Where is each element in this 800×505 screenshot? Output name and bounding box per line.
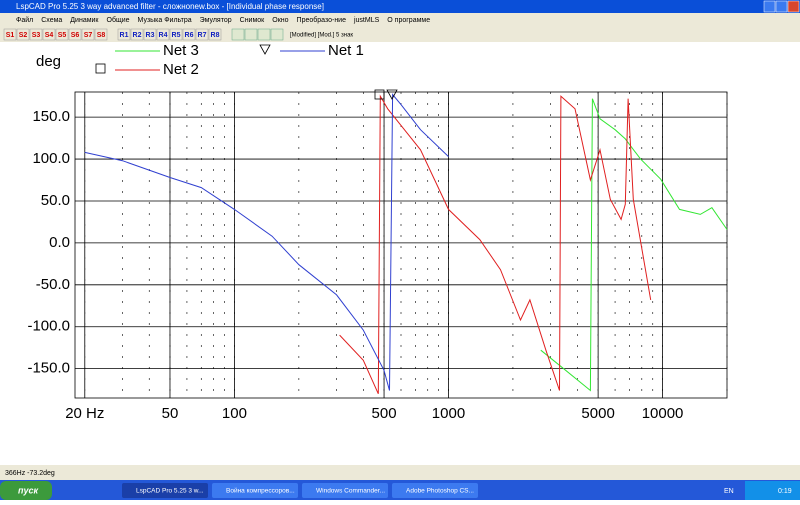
cursor-square	[374, 89, 385, 100]
taskbar-item[interactable]	[122, 483, 208, 498]
legend-label: Net 3	[163, 42, 199, 59]
x-tick-label: 100	[222, 405, 247, 422]
toolbar-button[interactable]	[208, 28, 222, 41]
taskbar-label: Windows Commander...	[316, 488, 385, 495]
button-label: R4	[159, 32, 168, 39]
status-bar	[0, 465, 800, 480]
taskbar-label: Война компрессоров...	[226, 487, 295, 495]
tool-icon[interactable]	[244, 28, 258, 41]
button-label: S1	[6, 32, 15, 39]
y-tick-label: 0.0	[49, 234, 70, 251]
y-tick-label: -50.0	[36, 276, 70, 293]
menu-item[interactable]: Преобразо-ние	[297, 16, 347, 24]
status-field: [Modified] [Mod.] 5 знак	[290, 33, 353, 39]
button-label: S7	[84, 32, 93, 39]
taskbar-item[interactable]	[212, 483, 298, 498]
x-tick-label: 50	[162, 405, 179, 422]
y-tick-label: 150.0	[32, 108, 70, 125]
x-tick-label: 20 Hz	[65, 405, 104, 422]
menu-item[interactable]: Общие	[107, 16, 130, 24]
menu-bar	[0, 13, 800, 27]
toolbar-button[interactable]	[29, 28, 43, 41]
toolbar-button[interactable]	[3, 28, 17, 41]
toolbar-button[interactable]	[42, 28, 56, 41]
start-label: пуск	[18, 485, 39, 495]
toolbar-button[interactable]	[16, 28, 30, 41]
button-label: R7	[198, 32, 207, 39]
cursor-triangle	[386, 89, 398, 100]
menu-item[interactable]: Снимок	[240, 17, 266, 24]
taskbar-item[interactable]	[392, 483, 478, 498]
y-tick-label: -100.0	[27, 318, 70, 335]
toolbar-button[interactable]	[182, 28, 196, 41]
legend-label: Net 1	[328, 42, 364, 59]
x-tick-label: 1000	[432, 405, 465, 422]
menu-item[interactable]: Файл	[16, 16, 33, 24]
start-button[interactable]	[0, 481, 52, 500]
legend-label: Net 2	[163, 61, 199, 78]
marker-square	[95, 63, 106, 74]
menu-item[interactable]: Динамик	[70, 17, 99, 24]
status-text: 366Hz -73.2deg	[5, 470, 55, 477]
toolbar-button[interactable]	[68, 28, 82, 41]
x-tick-label: 500	[372, 405, 397, 422]
y-tick-label: -150.0	[27, 360, 70, 377]
menu-item[interactable]: justMLS	[353, 17, 380, 24]
button-label: R2	[133, 32, 142, 39]
toolbar-button[interactable]	[130, 28, 144, 41]
button-label: S6	[71, 32, 80, 39]
plot-frame	[74, 91, 728, 399]
minimize-button[interactable]	[763, 0, 776, 13]
y-axis-label: deg	[36, 53, 61, 70]
tray	[745, 481, 800, 500]
toolbar-button[interactable]	[55, 28, 69, 41]
series-line	[84, 93, 449, 391]
tool-icon[interactable]	[231, 28, 245, 41]
menu-item[interactable]: Окно	[272, 17, 288, 24]
button-label: R8	[211, 32, 220, 39]
button-label: S8	[97, 32, 106, 39]
taskbar-label: Adobe Photoshop CS...	[406, 488, 474, 495]
maximize-button[interactable]	[775, 0, 788, 13]
x-tick-label: 5000	[581, 405, 614, 422]
tool-icon[interactable]	[257, 28, 271, 41]
toolbar-button[interactable]	[117, 28, 131, 41]
menu-item[interactable]: Музыка Фильтра	[138, 17, 192, 24]
menu-item[interactable]: О программе	[387, 17, 430, 24]
window-title: LspCAD Pro 5.25 3 way advanced filter - …	[16, 2, 324, 11]
y-tick-label: 100.0	[32, 150, 70, 167]
language: EN	[724, 488, 734, 495]
button-label: R5	[172, 32, 181, 39]
menu-item[interactable]: Схема	[41, 17, 62, 24]
tool-icon[interactable]	[270, 28, 284, 41]
toolbar-button[interactable]	[169, 28, 183, 41]
x-tick-label: 10000	[642, 405, 684, 422]
button-label: S5	[58, 32, 67, 39]
toolbar-button[interactable]	[81, 28, 95, 41]
button-label: R1	[120, 32, 129, 39]
clock: 0:19	[778, 488, 792, 495]
toolbar-button[interactable]	[94, 28, 108, 41]
toolbar-button[interactable]	[156, 28, 170, 41]
close-button[interactable]	[787, 0, 800, 13]
taskbar-label: LspCAD Pro 5.25 3 w...	[136, 488, 204, 495]
button-label: R6	[185, 32, 194, 39]
taskbar-item[interactable]	[302, 483, 388, 498]
button-label: S3	[32, 32, 41, 39]
series-line	[540, 98, 728, 392]
series-line	[339, 94, 652, 395]
button-label: S4	[45, 32, 54, 39]
button-label: R3	[146, 32, 155, 39]
button-label: S2	[19, 32, 28, 39]
title-bar	[0, 0, 800, 13]
toolbar-button[interactable]	[195, 28, 209, 41]
y-tick-label: 50.0	[41, 192, 70, 209]
toolbar-button[interactable]	[143, 28, 157, 41]
marker-triangle	[259, 44, 271, 55]
menu-item[interactable]: Эмулятор	[200, 17, 232, 24]
